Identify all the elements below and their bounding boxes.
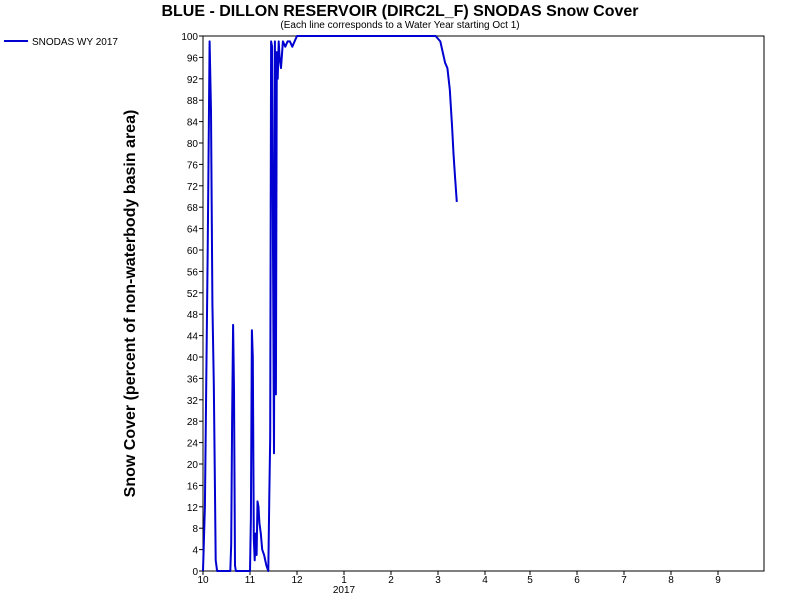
y-tick-label: 88 [187, 96, 199, 107]
y-tick-label: 92 [187, 75, 199, 86]
x-tick-label: 10 [197, 575, 209, 586]
y-axis-label: Snow Cover (percent of non-waterbody bas… [122, 110, 139, 498]
x-tick-label: 12 [291, 575, 303, 586]
chart-subtitle: (Each line corresponds to a Water Year s… [280, 20, 520, 31]
y-tick-label: 4 [192, 546, 198, 557]
series-layer [202, 35, 458, 572]
y-tick-label: 84 [187, 118, 199, 129]
plot-frame [202, 35, 765, 572]
y-tick-label: 80 [187, 139, 199, 150]
x-axis: 10 11 12 1 2 3 4 5 6 7 8 9 [197, 571, 721, 586]
y-tick-label: 0 [192, 567, 198, 578]
y-tick-label: 24 [187, 439, 199, 450]
y-tick-label: 40 [187, 353, 199, 364]
y-tick-label: 68 [187, 203, 199, 214]
y-tick-label: 12 [187, 503, 199, 514]
y-tick-label: 32 [187, 396, 199, 407]
x-year-label: 2017 [333, 585, 356, 596]
y-tick-label: 60 [187, 246, 199, 257]
y-tick-label: 76 [187, 160, 199, 171]
y-tick-label: 48 [187, 310, 199, 321]
y-tick-label: 100 [181, 32, 198, 43]
y-tick-label: 56 [187, 267, 199, 278]
x-tick-label: 9 [715, 575, 721, 586]
y-axis: 0481216202428323640444852566064687276808… [181, 32, 203, 578]
y-tick-label: 28 [187, 417, 199, 428]
x-tick-label: 5 [527, 575, 533, 586]
x-tick-label: 3 [435, 575, 441, 586]
x-tick-label: 7 [621, 575, 627, 586]
y-tick-label: 36 [187, 374, 199, 385]
legend: SNODAS WY 2017 [4, 37, 118, 48]
x-tick-label: 1 [341, 575, 347, 586]
y-tick-label: 8 [192, 524, 198, 535]
y-tick-label: 52 [187, 289, 199, 300]
series-line [202, 35, 458, 572]
x-tick-label: 6 [574, 575, 580, 586]
chart-title: BLUE - DILLON RESERVOIR (DIRC2L_F) SNODA… [161, 3, 639, 20]
y-tick-label: 96 [187, 53, 199, 64]
legend-label: SNODAS WY 2017 [32, 37, 118, 48]
x-tick-label: 4 [482, 575, 488, 586]
y-tick-label: 16 [187, 481, 199, 492]
x-tick-label: 11 [245, 575, 256, 586]
y-tick-label: 72 [187, 182, 199, 193]
y-tick-label: 20 [187, 460, 199, 471]
y-tick-label: 44 [187, 332, 199, 343]
y-tick-label: 64 [187, 225, 199, 236]
x-tick-label: 2 [388, 575, 394, 586]
x-tick-label: 8 [668, 575, 674, 586]
